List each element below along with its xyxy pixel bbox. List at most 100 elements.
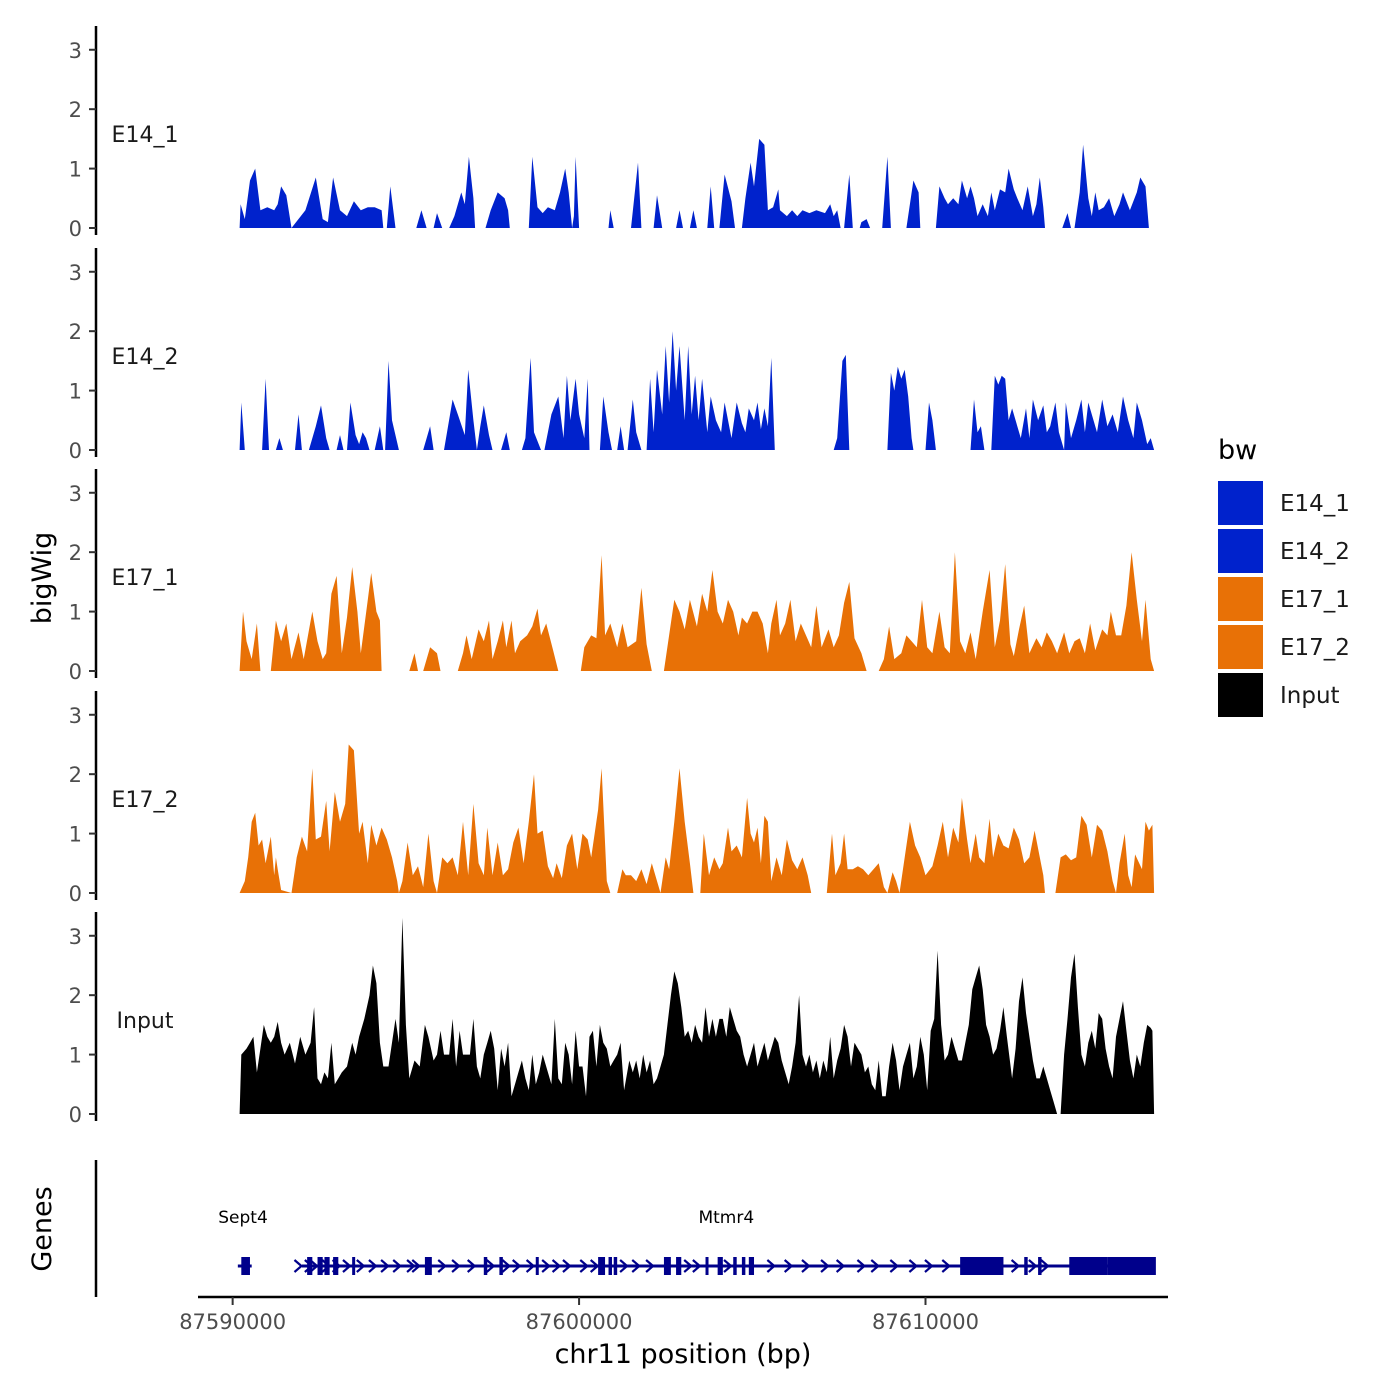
strand-arrow — [631, 1259, 641, 1273]
strand-arrow — [1010, 1259, 1021, 1273]
y-tick-label: 1 — [69, 823, 82, 847]
track-label: Input — [117, 1009, 174, 1034]
gene-label-sept4: Sept4 — [218, 1208, 268, 1228]
genes-panel-title: Genes — [27, 1186, 58, 1271]
y-axis-title: bigWig — [27, 532, 58, 625]
strand-arrow — [562, 1259, 572, 1273]
exon-block — [1024, 1257, 1028, 1275]
exon-block — [598, 1257, 606, 1275]
strand-arrow — [941, 1259, 951, 1273]
exon-block — [499, 1257, 503, 1275]
y-tick-label: 1 — [69, 158, 82, 182]
strand-arrow — [501, 1259, 512, 1273]
y-tick-label: 2 — [69, 541, 82, 565]
x-axis: 87590000 87600000 87610000 — [179, 1295, 1168, 1334]
track-panel-input: 0 1 2 3 Input — [69, 912, 1155, 1127]
y-tick-label: 3 — [69, 39, 82, 63]
exon-block — [241, 1257, 250, 1275]
strand-arrow — [551, 1259, 562, 1273]
y-tick-label: 0 — [69, 217, 82, 241]
legend-label: E14_2 — [1280, 539, 1350, 565]
exon-block — [613, 1257, 618, 1275]
y-tick-label: 0 — [69, 1103, 82, 1127]
exon-block — [535, 1257, 539, 1275]
strand-arrow — [820, 1259, 830, 1273]
legend-label: E17_1 — [1280, 587, 1350, 613]
track-label: E17_2 — [112, 788, 179, 813]
strand-arrow — [541, 1259, 551, 1273]
exon-block — [960, 1257, 1004, 1275]
strand-arrow — [511, 1259, 522, 1273]
exon-block — [324, 1257, 330, 1275]
legend-label: Input — [1280, 683, 1340, 709]
exon-block — [663, 1257, 671, 1275]
legend-key-e17-2 — [1218, 625, 1263, 669]
exon-block — [307, 1257, 313, 1275]
legend-label: E17_2 — [1280, 635, 1350, 661]
signal-area — [239, 917, 1155, 1114]
exon-block — [608, 1257, 612, 1275]
x-tick-label: 87610000 — [872, 1310, 979, 1334]
exon-block — [483, 1257, 488, 1275]
strand-arrow — [1040, 1259, 1050, 1273]
y-tick-label: 0 — [69, 660, 82, 684]
strand-arrow — [380, 1259, 390, 1273]
x-tick-label: 87600000 — [526, 1310, 633, 1334]
strand-arrow — [924, 1259, 934, 1273]
x-tick-label: 87590000 — [179, 1310, 286, 1334]
strand-arrow — [801, 1259, 811, 1273]
exon-block — [705, 1257, 709, 1275]
y-tick-label: 3 — [69, 261, 82, 285]
exon-block — [317, 1257, 323, 1275]
y-tick-label: 1 — [69, 1044, 82, 1068]
strand-arrow — [437, 1259, 447, 1273]
exon-block — [1107, 1257, 1156, 1275]
strand-arrow — [392, 1259, 402, 1273]
strand-arrow — [331, 1259, 342, 1273]
track-label: E14_1 — [112, 123, 179, 148]
strand-arrow — [321, 1259, 331, 1273]
strand-arrow — [406, 1259, 416, 1273]
track-panel-e14-1: 0 1 2 3 E14_1 — [69, 26, 1149, 241]
strand-arrow — [783, 1259, 794, 1273]
gene-track: Sept4 Mtmr4 — [94, 1160, 1156, 1297]
y-tick-label: 3 — [69, 482, 82, 506]
y-tick-label: 2 — [69, 320, 82, 344]
strand-arrow — [368, 1259, 378, 1273]
legend: bw E14_1 E14_2 E17_1 E17_2 Input — [1218, 435, 1350, 717]
y-tick-label: 3 — [69, 704, 82, 728]
track-panels: 0 1 2 3 E14_1 0 1 2 3 E14_2 0 1 2 3 E17_1 0 1 2 3 E17_2 0 1 2 3… — [69, 26, 1155, 1127]
strand-arrow — [411, 1259, 421, 1273]
strand-arrow — [293, 1259, 304, 1273]
legend-title: bw — [1218, 435, 1257, 466]
strand-arrow — [692, 1259, 702, 1273]
strand-arrow — [309, 1259, 319, 1273]
strand-arrow — [451, 1259, 461, 1273]
y-tick-label: 2 — [69, 984, 82, 1008]
strand-arrow — [486, 1259, 496, 1273]
track-panel-e17-1: 0 1 2 3 E17_1 — [69, 469, 1155, 684]
strand-arrow — [889, 1259, 900, 1273]
track-label: E17_1 — [112, 566, 179, 591]
strand-arrow — [589, 1259, 600, 1273]
exon-block — [333, 1257, 339, 1275]
strand-arrow — [870, 1259, 880, 1273]
track-panel-e17-2: 0 1 2 3 E17_2 — [69, 691, 1155, 906]
strand-arrow — [304, 1259, 314, 1273]
strand-arrow — [766, 1259, 777, 1273]
y-tick-label: 0 — [69, 882, 82, 906]
exon-block — [424, 1257, 432, 1275]
legend-key-e14-2 — [1218, 529, 1263, 573]
strand-arrow — [466, 1259, 477, 1273]
strand-arrow — [645, 1259, 655, 1273]
strand-arrow — [723, 1259, 733, 1273]
strand-arrow — [1028, 1259, 1038, 1273]
strand-arrow — [356, 1259, 366, 1273]
exon-block — [352, 1257, 356, 1275]
y-tick-label: 3 — [69, 925, 82, 949]
strand-arrow — [908, 1259, 919, 1273]
y-tick-label: 1 — [69, 601, 82, 625]
legend-key-input — [1218, 673, 1263, 717]
legend-label: E14_1 — [1280, 491, 1350, 517]
